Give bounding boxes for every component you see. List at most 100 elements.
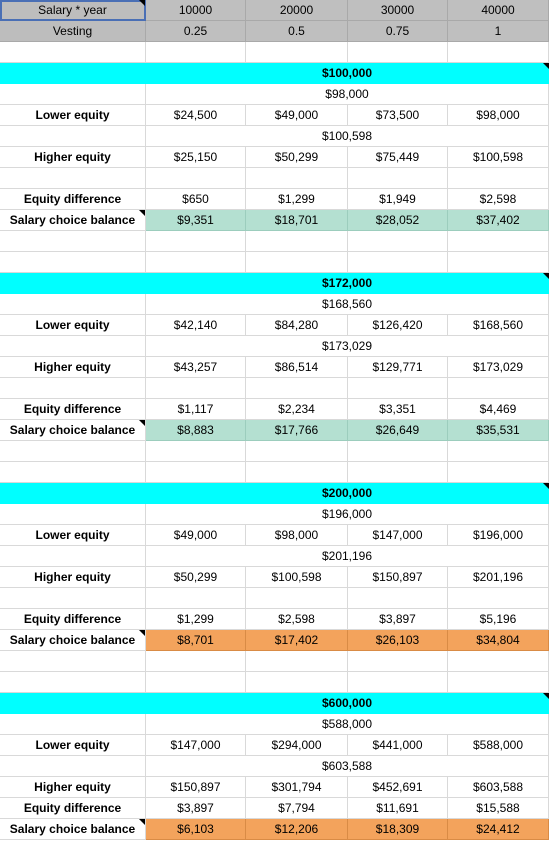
vesting-cell[interactable]: 0.5 bbox=[246, 21, 348, 42]
lower-equity-value[interactable]: $147,000 bbox=[146, 735, 246, 756]
salary-year-label-cell[interactable]: Salary * year bbox=[0, 0, 146, 21]
lower-equity-value[interactable]: $42,140 bbox=[146, 315, 246, 336]
salary-choice-balance-value[interactable]: $37,402 bbox=[448, 210, 549, 231]
equity-difference-value[interactable]: $1,949 bbox=[348, 189, 448, 210]
block-title[interactable]: $100,000 bbox=[146, 63, 549, 84]
lower-equity-value[interactable]: $49,000 bbox=[146, 525, 246, 546]
lower-equity-row: Lower equity $24,500 $49,000 $73,500 $98… bbox=[0, 105, 549, 126]
lower-equity-value[interactable]: $24,500 bbox=[146, 105, 246, 126]
lower-equity-total[interactable]: $196,000 bbox=[146, 504, 549, 525]
equity-difference-value[interactable]: $1,299 bbox=[146, 609, 246, 630]
salary-choice-balance-value[interactable]: $26,103 bbox=[348, 630, 448, 651]
salary-choice-balance-label: Salary choice balance bbox=[0, 210, 146, 231]
block-title-row: $100,000 bbox=[0, 63, 549, 84]
higher-equity-value[interactable]: $75,449 bbox=[348, 147, 448, 168]
salary-choice-balance-value[interactable]: $9,351 bbox=[146, 210, 246, 231]
salary-choice-balance-value[interactable]: $6,103 bbox=[146, 819, 246, 840]
salary-choice-balance-value[interactable]: $35,531 bbox=[448, 420, 549, 441]
equity-difference-value[interactable]: $1,299 bbox=[246, 189, 348, 210]
lower-equity-value[interactable]: $84,280 bbox=[246, 315, 348, 336]
higher-equity-value[interactable]: $301,794 bbox=[246, 777, 348, 798]
lower-equity-value[interactable]: $588,000 bbox=[448, 735, 549, 756]
higher-equity-value[interactable]: $100,598 bbox=[246, 567, 348, 588]
higher-equity-total[interactable]: $603,588 bbox=[146, 756, 549, 777]
higher-equity-value[interactable]: $86,514 bbox=[246, 357, 348, 378]
lower-equity-row: Lower equity $49,000 $98,000 $147,000 $1… bbox=[0, 525, 549, 546]
block-title[interactable]: $600,000 bbox=[146, 693, 549, 714]
lower-equity-value[interactable]: $126,420 bbox=[348, 315, 448, 336]
lower-total-row: $196,000 bbox=[0, 504, 549, 525]
salary-choice-balance-value[interactable]: $17,402 bbox=[246, 630, 348, 651]
salary-year-cell[interactable]: 30000 bbox=[348, 0, 448, 21]
lower-equity-value[interactable]: $294,000 bbox=[246, 735, 348, 756]
lower-equity-total[interactable]: $588,000 bbox=[146, 714, 549, 735]
higher-total-row: $173,029 bbox=[0, 336, 549, 357]
lower-equity-value[interactable]: $196,000 bbox=[448, 525, 549, 546]
higher-equity-value[interactable]: $100,598 bbox=[448, 147, 549, 168]
vesting-cell[interactable]: 0.25 bbox=[146, 21, 246, 42]
salary-choice-balance-value[interactable]: $18,309 bbox=[348, 819, 448, 840]
higher-equity-value[interactable]: $50,299 bbox=[246, 147, 348, 168]
salary-choice-balance-value[interactable]: $12,206 bbox=[246, 819, 348, 840]
comment-marker-icon bbox=[139, 0, 145, 6]
salary-year-cell[interactable]: 20000 bbox=[246, 0, 348, 21]
higher-equity-value[interactable]: $173,029 bbox=[448, 357, 549, 378]
higher-equity-value[interactable]: $452,691 bbox=[348, 777, 448, 798]
higher-equity-value[interactable]: $603,588 bbox=[448, 777, 549, 798]
equity-difference-value[interactable]: $3,351 bbox=[348, 399, 448, 420]
equity-difference-value[interactable]: $11,691 bbox=[348, 798, 448, 819]
salary-choice-balance-value[interactable]: $8,701 bbox=[146, 630, 246, 651]
lower-equity-value[interactable]: $441,000 bbox=[348, 735, 448, 756]
higher-equity-total[interactable]: $173,029 bbox=[146, 336, 549, 357]
higher-equity-value[interactable]: $150,897 bbox=[146, 777, 246, 798]
salary-choice-balance-value[interactable]: $17,766 bbox=[246, 420, 348, 441]
block-title[interactable]: $172,000 bbox=[146, 273, 549, 294]
higher-equity-value[interactable]: $25,150 bbox=[146, 147, 246, 168]
equity-difference-value[interactable]: $3,897 bbox=[146, 798, 246, 819]
salary-choice-balance-value[interactable]: $26,649 bbox=[348, 420, 448, 441]
vesting-cell[interactable]: 1 bbox=[448, 21, 549, 42]
lower-equity-total[interactable]: $98,000 bbox=[146, 84, 549, 105]
equity-difference-value[interactable]: $650 bbox=[146, 189, 246, 210]
salary-year-cell[interactable]: 10000 bbox=[146, 0, 246, 21]
lower-equity-label: Lower equity bbox=[0, 105, 146, 126]
higher-equity-total[interactable]: $201,196 bbox=[146, 546, 549, 567]
salary-choice-balance-value[interactable]: $8,883 bbox=[146, 420, 246, 441]
comment-marker-icon bbox=[139, 630, 145, 636]
lower-equity-value[interactable]: $98,000 bbox=[246, 525, 348, 546]
lower-equity-value[interactable]: $49,000 bbox=[246, 105, 348, 126]
equity-difference-label: Equity difference bbox=[0, 189, 146, 210]
equity-difference-value[interactable]: $2,598 bbox=[448, 189, 549, 210]
salary-choice-balance-row: Salary choice balance $8,701 $17,402 $26… bbox=[0, 630, 549, 651]
equity-difference-value[interactable]: $2,598 bbox=[246, 609, 348, 630]
lower-equity-value[interactable]: $147,000 bbox=[348, 525, 448, 546]
higher-equity-value[interactable]: $150,897 bbox=[348, 567, 448, 588]
higher-equity-total[interactable]: $100,598 bbox=[146, 126, 549, 147]
higher-equity-label: Higher equity bbox=[0, 147, 146, 168]
salary-year-cell[interactable]: 40000 bbox=[448, 0, 549, 21]
equity-difference-value[interactable]: $15,588 bbox=[448, 798, 549, 819]
blank-row bbox=[0, 651, 549, 672]
salary-choice-balance-value[interactable]: $18,701 bbox=[246, 210, 348, 231]
lower-equity-total[interactable]: $168,560 bbox=[146, 294, 549, 315]
lower-equity-value[interactable]: $73,500 bbox=[348, 105, 448, 126]
block-title[interactable]: $200,000 bbox=[146, 483, 549, 504]
equity-difference-value[interactable]: $2,234 bbox=[246, 399, 348, 420]
equity-difference-value[interactable]: $7,794 bbox=[246, 798, 348, 819]
lower-equity-value[interactable]: $98,000 bbox=[448, 105, 549, 126]
salary-choice-balance-value[interactable]: $28,052 bbox=[348, 210, 448, 231]
lower-total-row: $168,560 bbox=[0, 294, 549, 315]
vesting-label-cell[interactable]: Vesting bbox=[0, 21, 146, 42]
vesting-cell[interactable]: 0.75 bbox=[348, 21, 448, 42]
higher-equity-value[interactable]: $129,771 bbox=[348, 357, 448, 378]
salary-choice-balance-value[interactable]: $34,804 bbox=[448, 630, 549, 651]
equity-difference-value[interactable]: $5,196 bbox=[448, 609, 549, 630]
lower-equity-value[interactable]: $168,560 bbox=[448, 315, 549, 336]
higher-equity-value[interactable]: $50,299 bbox=[146, 567, 246, 588]
higher-equity-value[interactable]: $43,257 bbox=[146, 357, 246, 378]
equity-difference-value[interactable]: $3,897 bbox=[348, 609, 448, 630]
higher-equity-value[interactable]: $201,196 bbox=[448, 567, 549, 588]
salary-choice-balance-value[interactable]: $24,412 bbox=[448, 819, 549, 840]
equity-difference-value[interactable]: $4,469 bbox=[448, 399, 549, 420]
equity-difference-value[interactable]: $1,117 bbox=[146, 399, 246, 420]
